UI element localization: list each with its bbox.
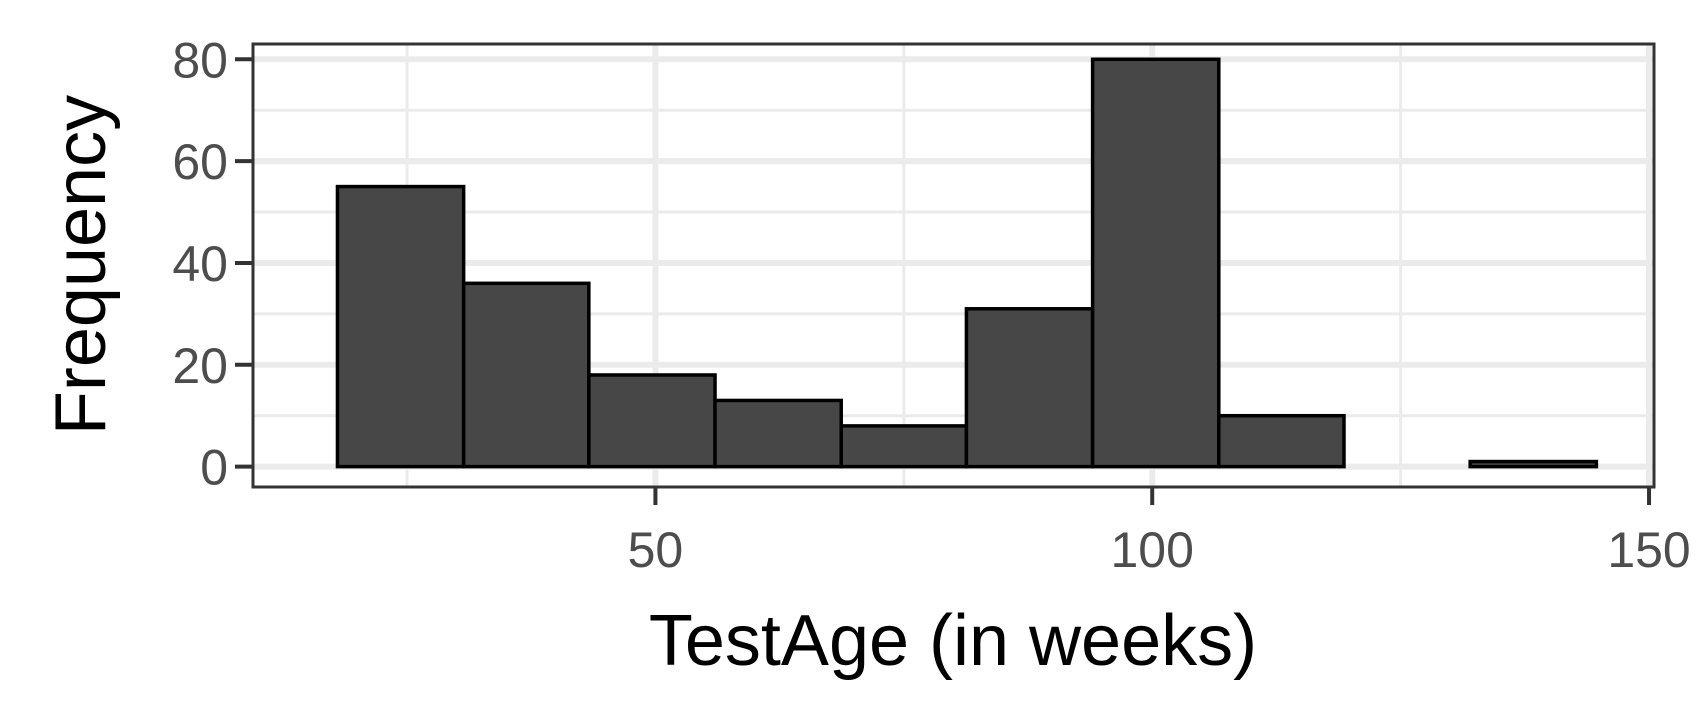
histogram-bar bbox=[335, 184, 466, 469]
x-tick-label: 150 bbox=[1607, 522, 1690, 578]
x-tick-label: 100 bbox=[1111, 522, 1194, 578]
histogram-bar bbox=[839, 424, 969, 469]
y-tick-label: 40 bbox=[172, 236, 228, 292]
x-axis-title: TestAge (in weeks) bbox=[649, 601, 1257, 681]
y-tick-label: 20 bbox=[172, 338, 228, 394]
histogram-bar bbox=[1468, 459, 1599, 469]
x-tick-label: 50 bbox=[628, 522, 684, 578]
y-tick-label: 60 bbox=[172, 134, 228, 190]
histogram-bar bbox=[1090, 57, 1221, 469]
panel-border bbox=[251, 42, 1656, 489]
bars bbox=[335, 57, 1599, 469]
y-axis-title: Frequency bbox=[41, 95, 121, 435]
histogram-bar bbox=[461, 281, 591, 469]
histogram-bar bbox=[964, 307, 1095, 469]
y-tick-label: 80 bbox=[172, 32, 228, 88]
y-tick-label: 0 bbox=[200, 440, 228, 496]
histogram-bar bbox=[713, 398, 843, 469]
histogram-bar bbox=[587, 373, 717, 469]
histogram-bar bbox=[1217, 413, 1346, 469]
axis-ticks: 0 20 40 60 80 50 100 150 bbox=[172, 32, 1690, 578]
